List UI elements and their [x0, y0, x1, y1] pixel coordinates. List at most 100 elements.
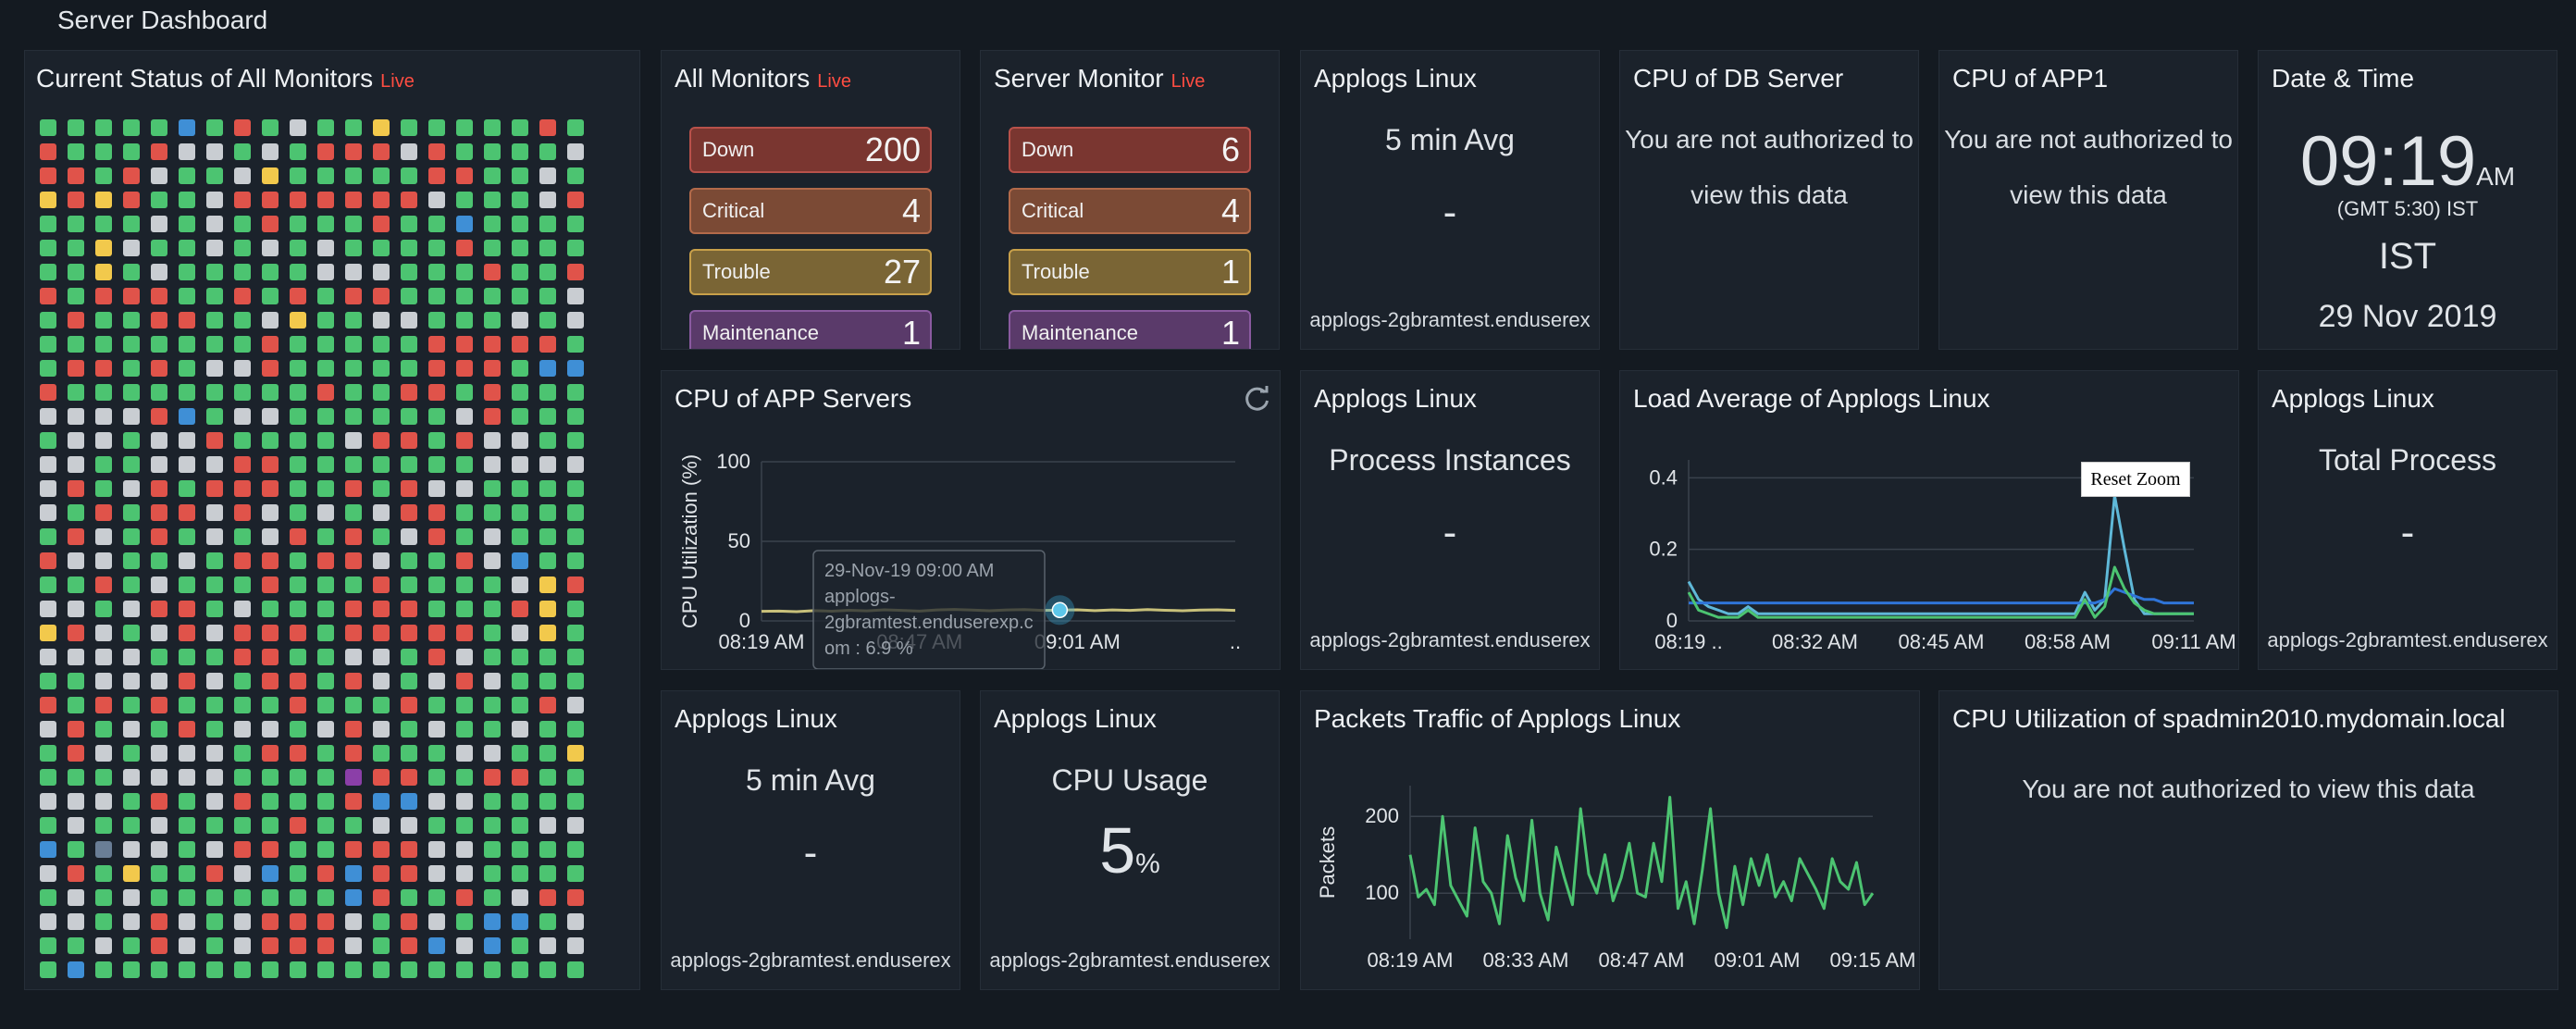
monitor-status-cell[interactable] — [539, 264, 556, 280]
monitor-status-cell[interactable] — [567, 697, 584, 713]
monitor-status-cell[interactable] — [179, 119, 195, 136]
monitor-status-cell[interactable] — [123, 576, 140, 593]
monitor-status-cell[interactable] — [262, 432, 279, 449]
monitor-status-cell[interactable] — [345, 528, 362, 545]
monitor-status-cell[interactable] — [123, 721, 140, 738]
monitor-status-cell[interactable] — [428, 865, 445, 882]
monitor-status-cell[interactable] — [179, 601, 195, 617]
monitor-status-cell[interactable] — [95, 601, 112, 617]
monitor-status-cell[interactable] — [234, 167, 251, 184]
monitor-status-cell[interactable] — [373, 360, 390, 377]
monitor-status-cell[interactable] — [234, 480, 251, 497]
monitor-status-cell[interactable] — [123, 961, 140, 978]
monitor-status-cell[interactable] — [317, 264, 334, 280]
monitor-status-cell[interactable] — [456, 961, 473, 978]
monitor-status-cell[interactable] — [539, 937, 556, 954]
monitor-status-cell[interactable] — [428, 673, 445, 689]
monitor-status-cell[interactable] — [401, 817, 417, 834]
monitor-status-cell[interactable] — [95, 384, 112, 401]
monitor-status-cell[interactable] — [456, 841, 473, 858]
monitor-status-cell[interactable] — [123, 841, 140, 858]
monitor-status-cell[interactable] — [68, 456, 84, 473]
monitor-status-cell[interactable] — [512, 793, 528, 810]
monitor-status-cell[interactable] — [151, 528, 167, 545]
monitor-status-cell[interactable] — [345, 504, 362, 521]
monitor-status-cell[interactable] — [262, 360, 279, 377]
monitor-status-cell[interactable] — [373, 745, 390, 762]
monitor-status-cell[interactable] — [317, 312, 334, 329]
monitor-status-cell[interactable] — [567, 576, 584, 593]
monitor-status-cell[interactable] — [290, 192, 306, 208]
monitor-status-cell[interactable] — [206, 913, 223, 930]
monitor-status-cell[interactable] — [40, 817, 56, 834]
status-down-row[interactable]: Down 200 — [689, 127, 932, 173]
monitor-status-cell[interactable] — [401, 336, 417, 353]
monitor-status-cell[interactable] — [484, 576, 501, 593]
monitor-status-cell[interactable] — [401, 216, 417, 232]
monitor-status-cell[interactable] — [345, 793, 362, 810]
monitor-status-cell[interactable] — [539, 384, 556, 401]
monitor-status-cell[interactable] — [234, 384, 251, 401]
monitor-status-cell[interactable] — [123, 673, 140, 689]
monitor-status-cell[interactable] — [512, 432, 528, 449]
monitor-status-cell[interactable] — [262, 697, 279, 713]
monitor-status-cell[interactable] — [234, 288, 251, 304]
monitor-status-cell[interactable] — [539, 889, 556, 906]
monitor-status-cell[interactable] — [95, 456, 112, 473]
monitor-status-cell[interactable] — [512, 673, 528, 689]
monitor-status-cell[interactable] — [290, 216, 306, 232]
monitor-status-cell[interactable] — [290, 841, 306, 858]
monitor-status-cell[interactable] — [539, 552, 556, 569]
monitor-status-cell[interactable] — [345, 240, 362, 256]
monitor-status-cell[interactable] — [206, 817, 223, 834]
monitor-status-cell[interactable] — [373, 264, 390, 280]
monitor-status-cell[interactable] — [262, 937, 279, 954]
monitor-status-cell[interactable] — [234, 793, 251, 810]
monitor-status-cell[interactable] — [206, 336, 223, 353]
monitor-status-cell[interactable] — [539, 192, 556, 208]
monitor-status-cell[interactable] — [151, 961, 167, 978]
monitor-status-cell[interactable] — [512, 192, 528, 208]
monitor-status-cell[interactable] — [151, 312, 167, 329]
monitor-status-cell[interactable] — [68, 841, 84, 858]
monitor-status-cell[interactable] — [317, 167, 334, 184]
monitor-status-cell[interactable] — [206, 528, 223, 545]
monitor-status-cell[interactable] — [428, 841, 445, 858]
monitor-status-cell[interactable] — [151, 745, 167, 762]
monitor-status-cell[interactable] — [317, 649, 334, 665]
monitor-status-cell[interactable] — [179, 360, 195, 377]
monitor-status-cell[interactable] — [539, 961, 556, 978]
monitor-status-cell[interactable] — [373, 673, 390, 689]
monitor-status-cell[interactable] — [290, 143, 306, 160]
monitor-status-cell[interactable] — [234, 961, 251, 978]
monitor-status-cell[interactable] — [206, 601, 223, 617]
monitor-status-cell[interactable] — [262, 913, 279, 930]
monitor-status-cell[interactable] — [123, 312, 140, 329]
status-critical-row[interactable]: Critical 4 — [689, 188, 932, 234]
monitor-status-cell[interactable] — [317, 240, 334, 256]
monitor-status-cell[interactable] — [179, 913, 195, 930]
monitor-status-cell[interactable] — [95, 312, 112, 329]
monitor-status-cell[interactable] — [317, 817, 334, 834]
monitor-status-cell[interactable] — [234, 264, 251, 280]
monitor-status-cell[interactable] — [179, 216, 195, 232]
monitor-status-cell[interactable] — [123, 432, 140, 449]
monitor-status-cell[interactable] — [234, 865, 251, 882]
monitor-status-cell[interactable] — [40, 360, 56, 377]
monitor-status-cell[interactable] — [262, 504, 279, 521]
monitor-status-cell[interactable] — [484, 192, 501, 208]
monitor-status-cell[interactable] — [428, 240, 445, 256]
monitor-status-cell[interactable] — [262, 336, 279, 353]
monitor-status-cell[interactable] — [179, 192, 195, 208]
monitor-status-cell[interactable] — [512, 360, 528, 377]
monitor-status-cell[interactable] — [123, 288, 140, 304]
monitor-status-cell[interactable] — [262, 384, 279, 401]
monitor-status-cell[interactable] — [234, 817, 251, 834]
monitor-status-cell[interactable] — [484, 312, 501, 329]
monitor-status-cell[interactable] — [151, 240, 167, 256]
monitor-status-cell[interactable] — [428, 504, 445, 521]
monitor-status-cell[interactable] — [401, 408, 417, 425]
monitor-status-cell[interactable] — [206, 937, 223, 954]
monitor-status-cell[interactable] — [151, 432, 167, 449]
status-trouble-row[interactable]: Trouble 1 — [1009, 249, 1251, 295]
